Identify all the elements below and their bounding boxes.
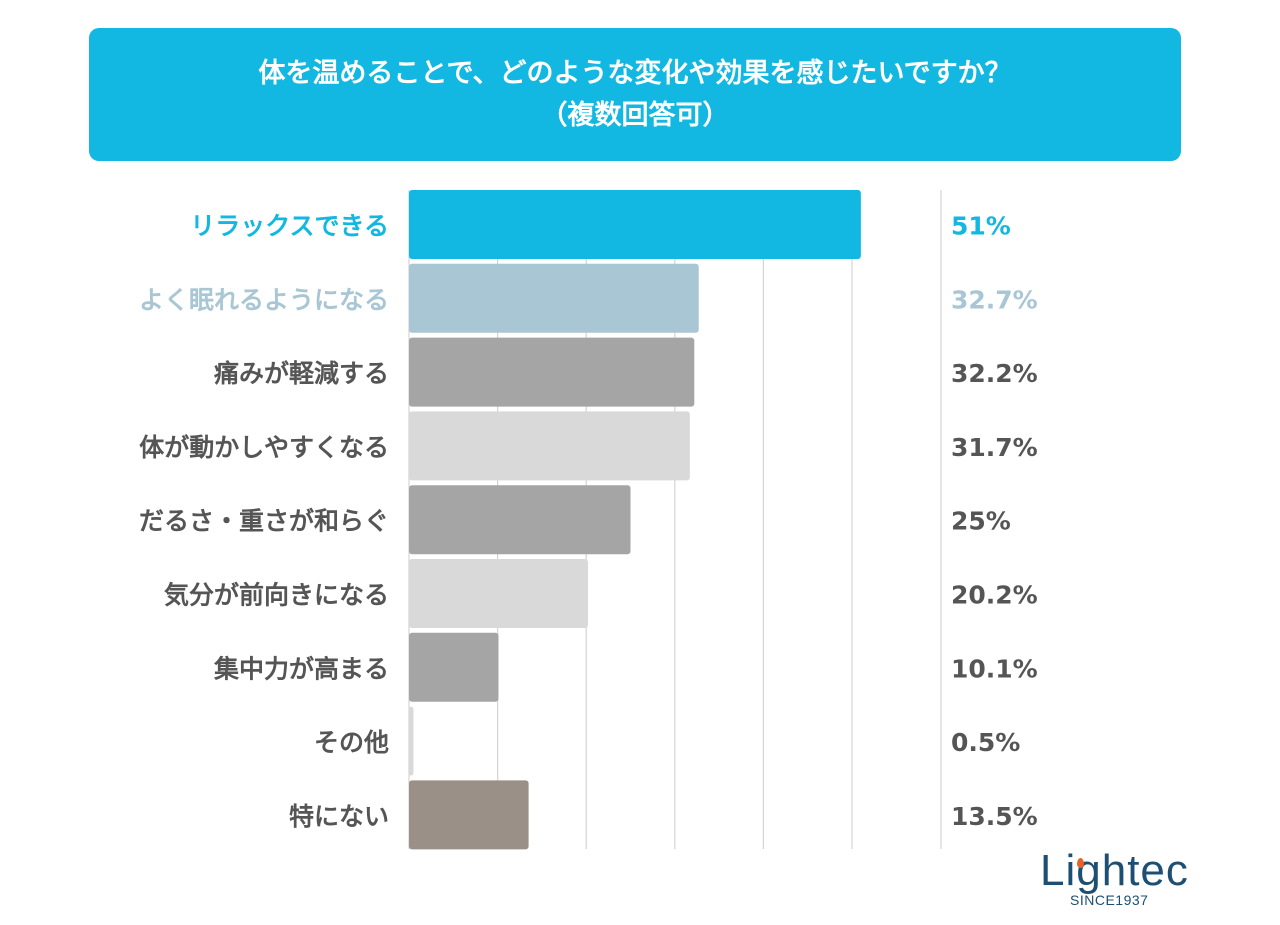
value-label: 32.7% [951, 285, 1038, 314]
bar [409, 632, 499, 702]
value-label: 51% [951, 212, 1011, 241]
value-label: 0.5% [951, 728, 1020, 757]
bar [409, 411, 690, 481]
category-label: その他 [314, 728, 389, 757]
bar [409, 190, 861, 259]
bar [409, 780, 529, 850]
bar [409, 559, 588, 628]
category-label: 痛みが軽減する [214, 359, 389, 388]
value-label: 31.7% [951, 433, 1038, 462]
value-label: 20.2% [951, 581, 1038, 610]
logo-subtext: SINCE1937 [1070, 892, 1149, 908]
logo-text: Lightec [1040, 846, 1189, 895]
value-label: 10.1% [951, 654, 1038, 683]
logo-flame-icon [1077, 858, 1084, 868]
category-label: よく眠れるようになる [139, 285, 389, 314]
bar [409, 263, 699, 333]
bar [409, 706, 414, 776]
category-label: だるさ・重さが和らぐ [139, 507, 389, 536]
chart-title: 体を温めることで、どのような変化や効果を感じたいですか？ [258, 57, 1012, 89]
value-label: 25% [951, 507, 1011, 536]
bar [409, 337, 695, 407]
category-label: 気分が前向きになる [164, 581, 389, 610]
chart-title-banner: 体を温めることで、どのような変化や効果を感じたいですか？ （複数回答可） [89, 28, 1181, 161]
category-label: 特にない [289, 802, 389, 831]
value-label: 13.5% [951, 802, 1038, 831]
category-label: リラックスできる [190, 212, 389, 241]
value-label: 32.2% [951, 359, 1038, 388]
bar [409, 485, 631, 555]
lightec-logo: Lightec SINCE1937 [1040, 846, 1188, 912]
category-label: 体が動かしやすくなる [139, 433, 389, 462]
category-label: 集中力が高まる [213, 654, 389, 683]
chart-subtitle: （複数回答可） [540, 99, 730, 131]
